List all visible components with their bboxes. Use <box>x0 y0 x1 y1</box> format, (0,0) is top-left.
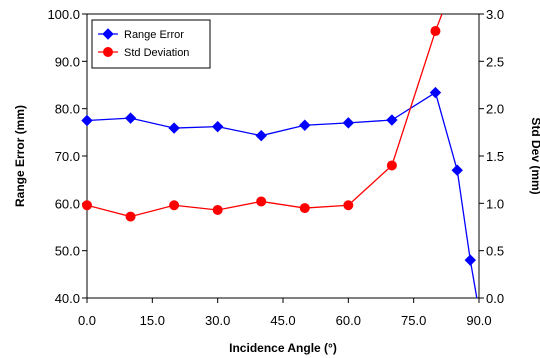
x-tick-label: 60.0 <box>336 313 361 328</box>
legend: Range Error Std Deviation <box>91 19 211 69</box>
y2-tick-label: 0.5 <box>486 244 504 259</box>
data-point <box>212 204 223 215</box>
series-line <box>87 14 443 218</box>
y2-tick-label: 1.5 <box>486 149 504 164</box>
data-point <box>255 129 267 142</box>
data-point <box>125 211 136 222</box>
x-tick-label: 45.0 <box>270 313 295 328</box>
data-point <box>168 122 180 134</box>
data-point <box>299 203 310 214</box>
series-1 <box>81 86 478 298</box>
x-tick-label: 75.0 <box>401 313 426 328</box>
y2-tick-label: 1.0 <box>486 196 504 211</box>
data-point <box>342 117 355 129</box>
legend-label: Range Error <box>124 29 184 41</box>
data-point <box>451 164 463 176</box>
y-tick-label: 90.0 <box>55 54 80 69</box>
series <box>81 14 478 298</box>
data-point <box>386 114 398 126</box>
legend-marker <box>103 47 113 57</box>
y-tick-label: 40.0 <box>55 291 80 306</box>
y-tick-label: 50.0 <box>55 244 80 259</box>
data-point <box>430 26 441 37</box>
legend-marker <box>102 28 114 40</box>
series-2 <box>82 14 443 222</box>
data-point <box>429 86 442 99</box>
legend-label: Std Deviation <box>124 47 189 59</box>
y-axis-title: Range Error (mm) <box>13 105 27 207</box>
y2-axis-title: Std Dev (mm) <box>529 117 540 194</box>
y-tick-label: 60.0 <box>55 196 80 211</box>
data-point <box>343 200 354 211</box>
data-point <box>82 200 92 211</box>
y2-tick-label: 2.5 <box>486 54 504 69</box>
x-tick-label: 90.0 <box>466 313 491 328</box>
y-tick-label: 70.0 <box>55 149 80 164</box>
series-line <box>87 91 478 298</box>
data-point <box>299 119 311 131</box>
data-point <box>211 120 224 133</box>
y2-tick-label: 2.0 <box>486 102 504 117</box>
y-tick-label: 80.0 <box>55 102 80 117</box>
y2-tick-label: 0.0 <box>486 291 504 306</box>
y2-tick-label: 3.0 <box>486 7 504 22</box>
data-point <box>464 254 476 266</box>
data-point <box>256 196 267 207</box>
y-tick-label: 100.0 <box>47 7 80 22</box>
axes: 40.0 50.0 60.0 70.0 80.0 90.0 100.0 0.0 0.5 1.0 1.… <box>47 7 504 328</box>
data-point <box>124 112 137 124</box>
legend-box <box>91 19 211 69</box>
x-tick-label: 15.0 <box>140 313 165 328</box>
x-tick-label: 30.0 <box>205 313 230 328</box>
data-point <box>81 114 93 127</box>
data-point <box>169 200 180 211</box>
x-axis-title: Incidence Angle (°) <box>229 341 337 355</box>
data-point <box>386 160 397 171</box>
x-tick-label: 0.0 <box>78 313 96 328</box>
